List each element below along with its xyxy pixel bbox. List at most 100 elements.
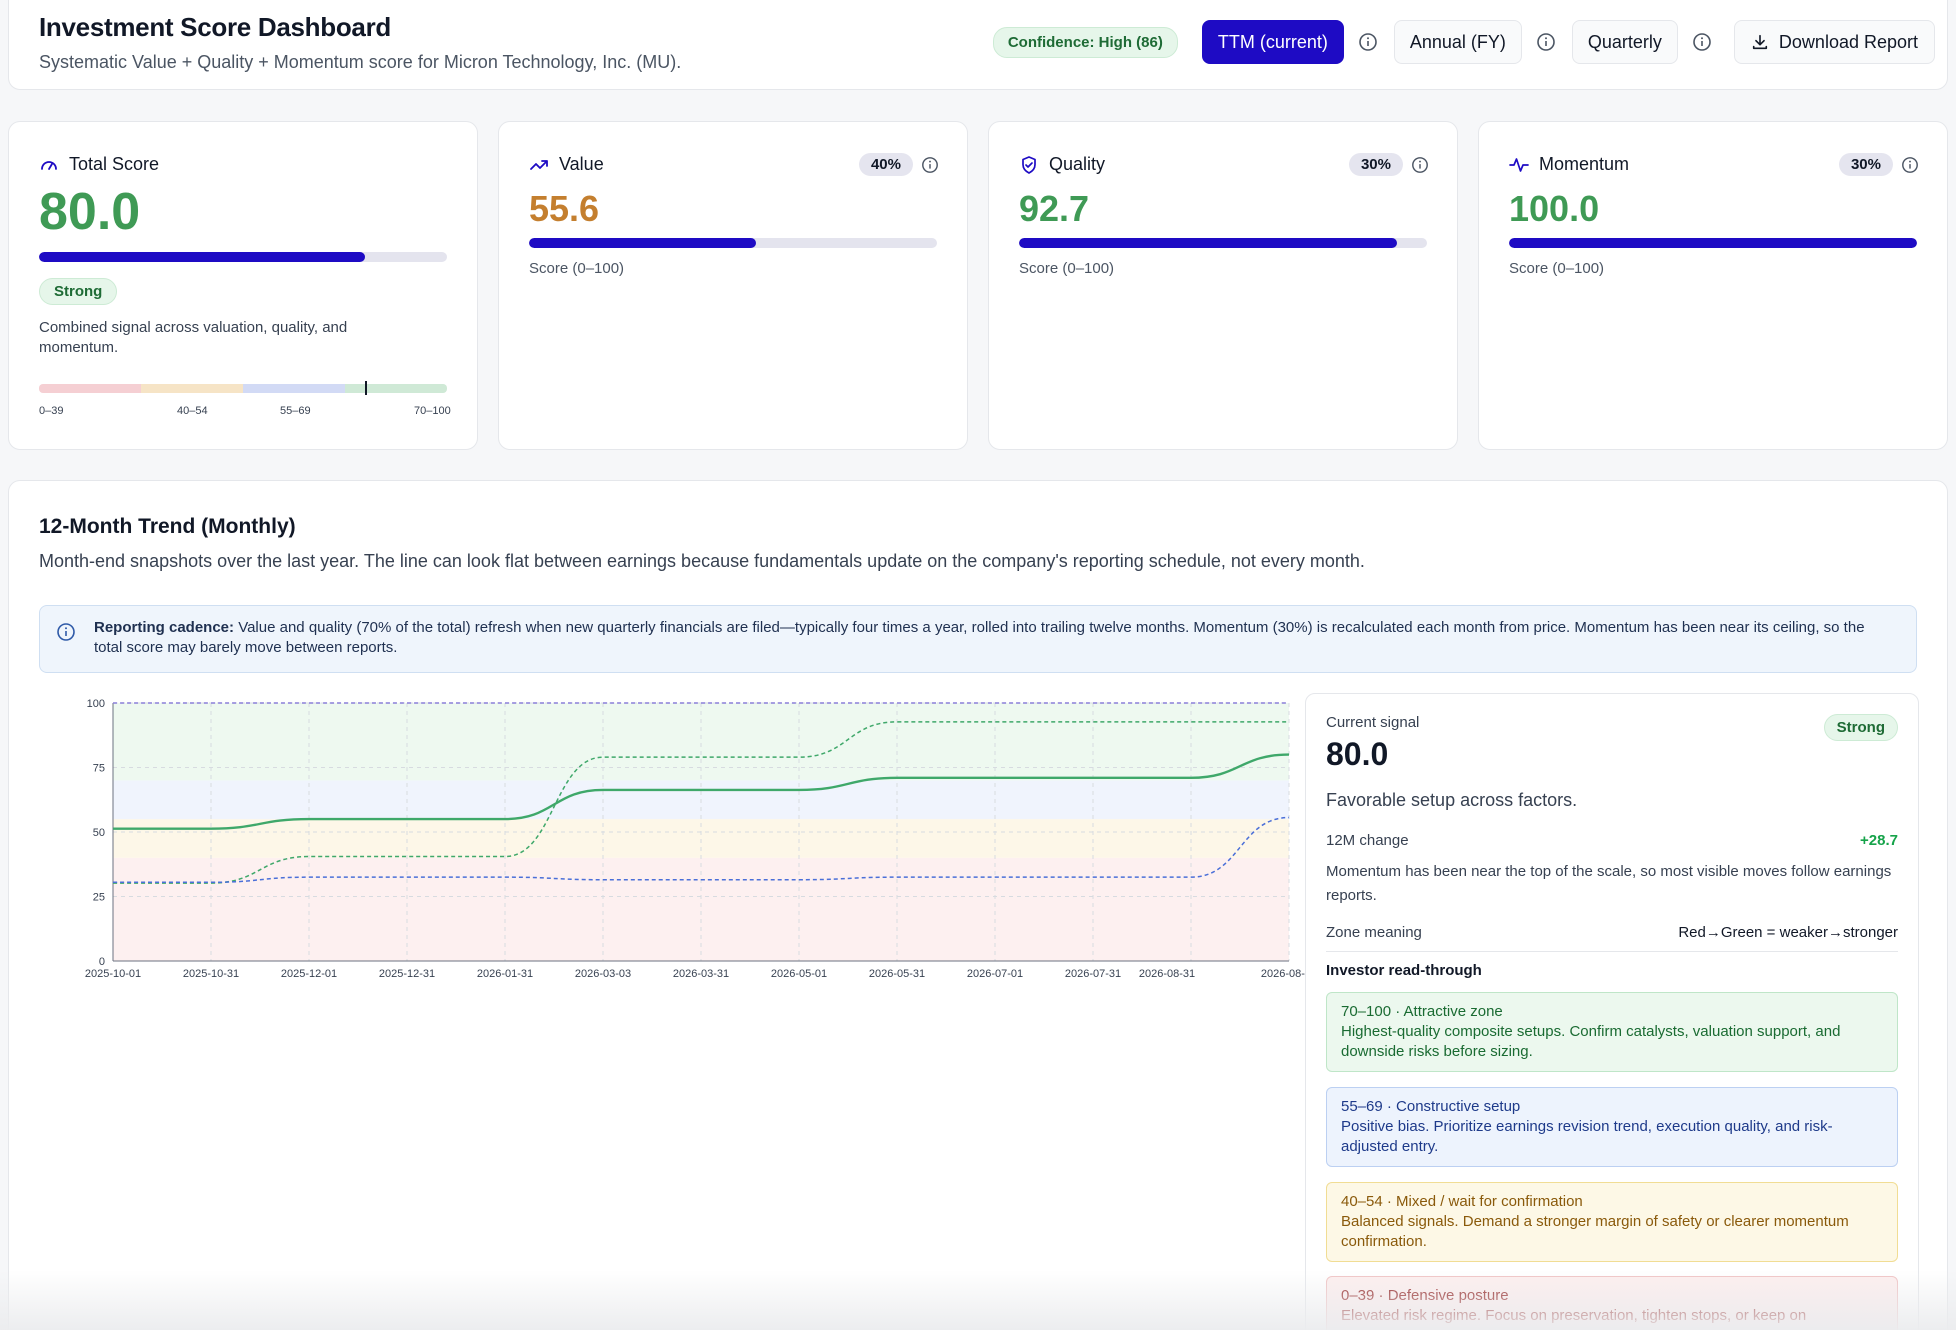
activity-icon <box>1509 157 1529 172</box>
gauge-icon <box>41 160 57 170</box>
cadence-label: Reporting cadence: <box>94 619 235 636</box>
momentum-weight-badge: 30% <box>1838 153 1893 176</box>
quality-score-card: Quality 30% 92.7 Score (0–100) <box>988 121 1458 450</box>
download-report-button[interactable]: Download Report <box>1733 20 1935 64</box>
momentum-info-icon[interactable] <box>1901 156 1919 174</box>
reporting-cadence-note: Reporting cadence: Value and quality (70… <box>39 605 1917 673</box>
chart-x-tick-10: 2026-07-31 <box>1065 968 1121 980</box>
dashboard-header: Investment Score Dashboard Systematic Va… <box>8 0 1948 90</box>
quality-score-header: Quality <box>1019 154 1105 175</box>
download-report-label: Download Report <box>1778 31 1918 52</box>
total-score-card: Total Score 80.0 Strong Combined signal … <box>8 121 478 450</box>
trend-chart[interactable]: 0 25 50 75 100 2025-10-01 2025-10-31 2025-12-01… <box>45 689 1305 1019</box>
momentum-score-bar <box>1509 238 1917 248</box>
zone-box-title: 55–69 · Constructive setup <box>1341 1098 1521 1115</box>
chart-y-tick-2: 50 <box>93 827 105 839</box>
value-score-header: Value <box>529 154 604 175</box>
momentum-score-value: 100.0 <box>1509 188 1600 229</box>
current-signal-label: Current signal <box>1326 714 1420 731</box>
momentum-score-label: Score (0–100) <box>1509 260 1605 277</box>
zone-box-title: 0–39 · Defensive posture <box>1341 1287 1509 1304</box>
change-label: 12M change <box>1326 832 1409 849</box>
total-score-title: Total Score <box>69 154 160 174</box>
chart-x-tick-4: 2026-01-31 <box>477 968 533 980</box>
total-score-header: Total Score <box>39 154 159 175</box>
quality-score-bar <box>1019 238 1427 248</box>
momentum-score-bar-fill <box>1509 238 1917 248</box>
value-score-bar <box>529 238 937 248</box>
zone-box-defensive: 0–39 · Defensive posture Elevated risk r… <box>1326 1276 1898 1330</box>
zone-blue <box>243 384 345 393</box>
value-score-title: Value <box>559 154 604 174</box>
chart-y-tick-3: 75 <box>93 763 105 775</box>
momentum-score-title: Momentum <box>1539 154 1630 174</box>
chart-series-line-1 <box>113 721 1289 884</box>
zone-meaning-value: Red→Green = weaker→stronger <box>1678 924 1898 941</box>
page-subtitle: Systematic Value + Quality + Momentum sc… <box>39 52 682 72</box>
chart-y-tick-1: 25 <box>93 892 105 904</box>
annual-info-icon[interactable] <box>1536 32 1556 52</box>
cadence-text: Reporting cadence: Value and quality (70… <box>94 618 1894 658</box>
zone-orange <box>141 384 243 393</box>
zone-meaning-label: Zone meaning <box>1326 924 1422 941</box>
value-score-label: Score (0–100) <box>529 260 625 277</box>
zone-box-text: Highest-quality composite setups. Confir… <box>1341 1023 1841 1060</box>
zone-label-2: 55–69 <box>280 405 311 417</box>
momentum-note: Momentum has been near the top of the sc… <box>1326 863 1892 904</box>
zone-label-1: 40–54 <box>177 405 208 417</box>
current-signal-badge: Strong <box>1823 714 1898 741</box>
quality-score-bar-fill <box>1019 238 1398 248</box>
total-strength-badge: Strong <box>39 278 118 305</box>
chart-series-line-0 <box>113 753 1290 830</box>
divider <box>1326 951 1898 952</box>
current-signal-panel: Current signal 80.0 Strong Favorable set… <box>1305 693 1919 1330</box>
zone-scale-marker <box>365 381 368 395</box>
chart-x-tick-3: 2025-12-31 <box>379 968 435 980</box>
change-row: 12M change +28.7 <box>1326 832 1898 849</box>
value-info-icon[interactable] <box>921 156 939 174</box>
chart-y-tick-0: 0 <box>99 956 105 968</box>
period-ttm-button[interactable]: TTM (current) <box>1201 20 1344 64</box>
chart-x-tick-0: 2025-10-01 <box>85 968 141 980</box>
quality-score-label: Score (0–100) <box>1019 260 1115 277</box>
total-score-bar <box>39 252 447 262</box>
zone-box-title: 70–100 · Attractive zone <box>1341 1003 1503 1020</box>
quality-info-icon[interactable] <box>1411 156 1429 174</box>
chart-x-tick-1: 2025-10-31 <box>183 968 239 980</box>
momentum-score-header: Momentum <box>1509 154 1629 175</box>
chart-x-tick-8: 2026-05-31 <box>869 968 925 980</box>
chart-x-tick-9: 2026-07-01 <box>967 968 1023 980</box>
momentum-score-card: Momentum 30% 100.0 Score (0–100) <box>1478 121 1948 450</box>
zone-box-constructive: 55–69 · Constructive setup Positive bias… <box>1326 1087 1898 1167</box>
header-controls: Confidence: High (86) TTM (current) Annu… <box>992 20 1935 64</box>
value-score-bar-fill <box>529 238 756 248</box>
zone-box-mixed: 40–54 · Mixed / wait for confirmation Ba… <box>1326 1182 1898 1262</box>
total-score-value: 80.0 <box>39 183 141 241</box>
trending-up-icon <box>530 159 548 170</box>
period-annual-button[interactable]: Annual (FY) <box>1393 20 1522 64</box>
current-signal-value: 80.0 <box>1326 736 1389 772</box>
quarterly-info-icon[interactable] <box>1692 32 1712 52</box>
total-score-bar-fill <box>39 252 366 262</box>
total-score-description: Combined signal across valuation, qualit… <box>39 319 348 356</box>
ttm-info-icon[interactable] <box>1358 32 1378 52</box>
trend-description: Month-end snapshots over the last year. … <box>39 551 1365 571</box>
period-quarterly-button[interactable]: Quarterly <box>1571 20 1678 64</box>
zone-meaning-row: Zone meaning Red→Green = weaker→stronger <box>1326 924 1898 941</box>
download-icon <box>1752 34 1768 50</box>
signal-setup-text: Favorable setup across factors. <box>1326 790 1578 810</box>
chart-series-line-2 <box>113 816 1290 884</box>
zone-red <box>39 384 141 393</box>
quality-score-value: 92.7 <box>1019 188 1090 229</box>
cadence-body: Value and quality (70% of the total) ref… <box>94 619 1865 656</box>
quality-weight-badge: 30% <box>1348 153 1403 176</box>
zone-box-attractive: 70–100 · Attractive zone Highest-quality… <box>1326 992 1898 1072</box>
trend-title: 12-Month Trend (Monthly) <box>39 515 296 538</box>
zone-green <box>345 384 447 393</box>
zone-label-0: 0–39 <box>39 405 64 417</box>
info-icon <box>57 623 75 641</box>
investor-read-through-title: Investor read-through <box>1326 962 1482 979</box>
chart-x-tick-11: 2026-08-31 <box>1139 968 1195 980</box>
confidence-badge: Confidence: High (86) <box>992 26 1178 58</box>
zone-box-text: Positive bias. Prioritize earnings revis… <box>1341 1118 1833 1155</box>
